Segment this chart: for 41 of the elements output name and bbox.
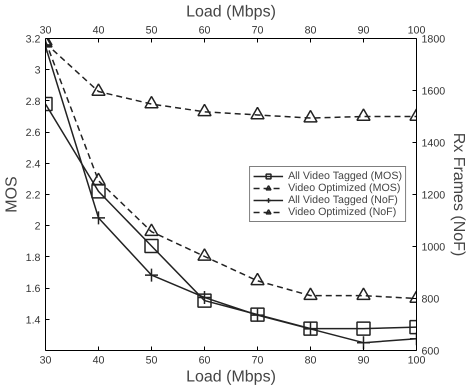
y2-tick-label: 1400 bbox=[422, 138, 446, 150]
legend-label: All Video Tagged (NoF) bbox=[288, 194, 398, 206]
y-tick-label: 1.4 bbox=[26, 314, 41, 326]
legend-label: Video Optimized (NoF) bbox=[288, 206, 396, 218]
x2-tick-label: 40 bbox=[92, 354, 104, 366]
y2-tick-label: 600 bbox=[422, 346, 440, 358]
x-tick-label: 60 bbox=[198, 24, 210, 36]
legend-label: All Video Tagged (MOS) bbox=[288, 170, 402, 182]
x2-tick-label: 30 bbox=[40, 354, 52, 366]
y2-tick-label: 1600 bbox=[422, 86, 446, 98]
y2-tick-label: 1200 bbox=[422, 190, 446, 202]
x2-tick-label: 60 bbox=[198, 354, 210, 366]
x2-tick-label: 50 bbox=[146, 354, 158, 366]
x-tick-label: 100 bbox=[408, 24, 426, 36]
y-tick-label: 2.6 bbox=[26, 127, 41, 140]
y-tick-label: 3 bbox=[34, 64, 41, 77]
x-tick-label: 40 bbox=[92, 24, 104, 36]
y-tick-label: 2 bbox=[34, 220, 41, 233]
y2-axis-title: Rx Frames (NoF) bbox=[450, 132, 468, 256]
y-tick-label: 1.8 bbox=[26, 252, 41, 264]
y-axis-title: MOS bbox=[4, 176, 21, 213]
x2-tick-label: 100 bbox=[408, 354, 426, 366]
y2-tick-label: 1800 bbox=[422, 34, 446, 46]
x2-axis-title: Load (Mbps) bbox=[186, 4, 276, 20]
x-tick-label: 90 bbox=[358, 24, 370, 36]
x-tick-label: 50 bbox=[146, 24, 158, 36]
y2-tick-label: 1000 bbox=[422, 242, 446, 254]
x2-tick-label: 70 bbox=[252, 354, 264, 366]
y-tick-label: 2.2 bbox=[26, 190, 41, 202]
legend-label: Video Optimized (MOS) bbox=[288, 182, 400, 194]
x-tick-label: 30 bbox=[40, 24, 52, 36]
x-tick-label: 70 bbox=[252, 24, 264, 36]
x2-tick-label: 80 bbox=[304, 354, 316, 366]
y-tick-label: 3.2 bbox=[26, 34, 41, 46]
y-tick-label: 2.4 bbox=[26, 158, 41, 170]
x-tick-label: 80 bbox=[304, 24, 316, 36]
y-tick-label: 1.6 bbox=[26, 283, 41, 296]
y2-tick-label: 800 bbox=[422, 294, 440, 306]
x2-tick-label: 90 bbox=[358, 354, 370, 366]
y-tick-label: 2.8 bbox=[26, 96, 41, 108]
x-axis-title: Load (Mbps) bbox=[186, 368, 276, 386]
